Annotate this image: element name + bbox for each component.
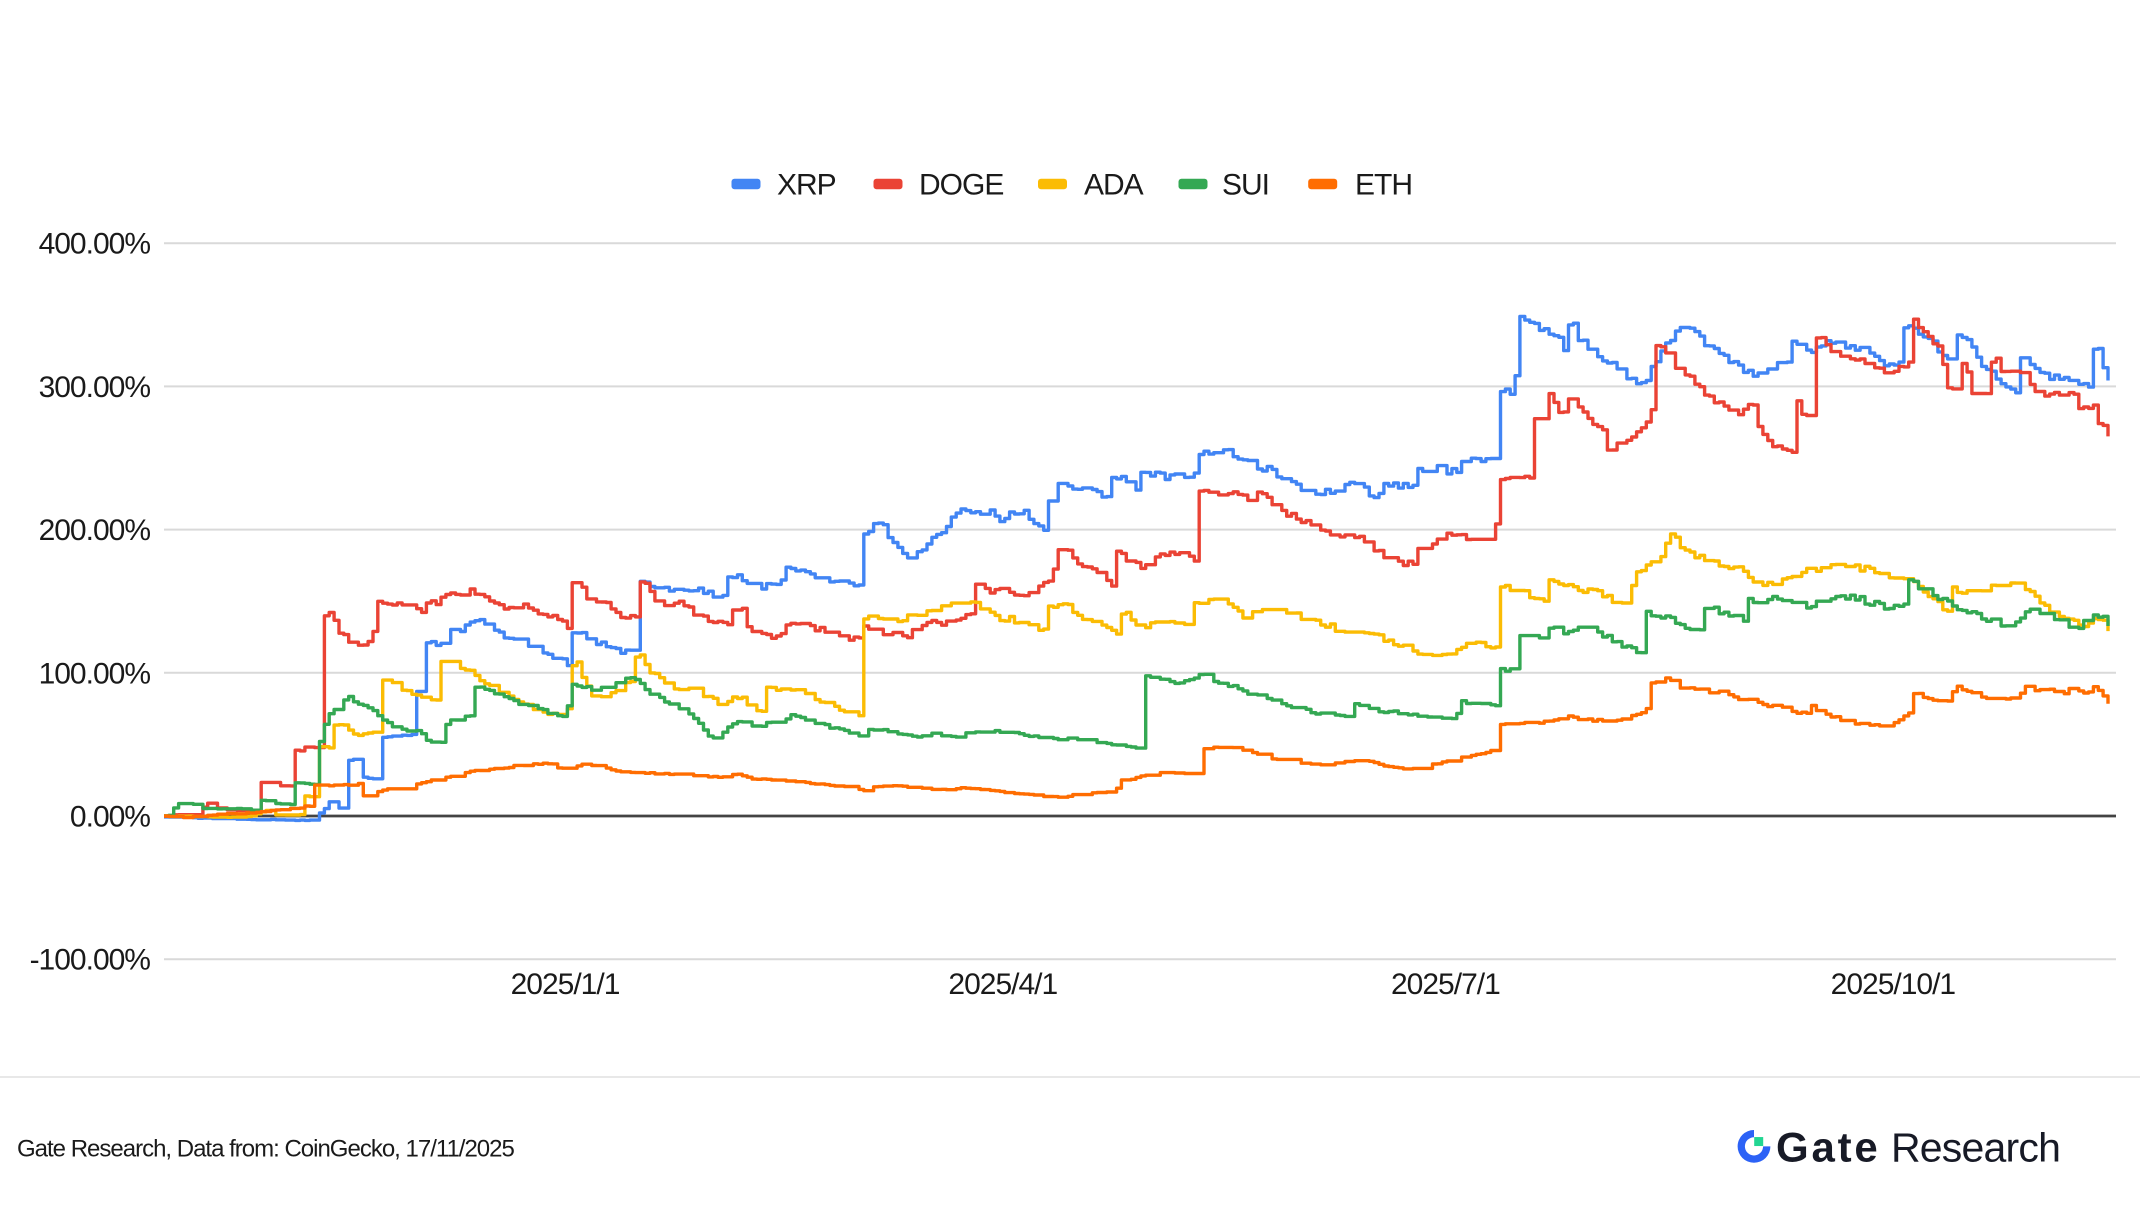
svg-text:0.00%: 0.00%	[70, 801, 150, 834]
svg-text:SUI: SUI	[1222, 169, 1269, 202]
svg-text:ETH: ETH	[1355, 169, 1412, 202]
svg-text:2025/1/1: 2025/1/1	[511, 968, 620, 1001]
svg-text:100.00%: 100.00%	[39, 657, 151, 690]
svg-text:DOGE: DOGE	[919, 169, 1003, 202]
svg-text:2025/7/1: 2025/7/1	[1391, 968, 1500, 1001]
svg-text:2025/10/1: 2025/10/1	[1831, 968, 1956, 1001]
svg-text:400.00%: 400.00%	[39, 228, 151, 261]
svg-text:Research: Research	[1891, 1124, 2060, 1170]
svg-text:Gate: Gate	[1776, 1123, 1881, 1170]
svg-text:Gate Research, Data from: Coin: Gate Research, Data from: CoinGecko, 17/…	[17, 1136, 514, 1163]
svg-text:-100.00%: -100.00%	[30, 944, 151, 977]
svg-text:200.00%: 200.00%	[39, 514, 151, 547]
svg-text:XRP: XRP	[777, 169, 836, 202]
svg-text:ADA: ADA	[1084, 169, 1144, 202]
svg-text:2025/4/1: 2025/4/1	[948, 968, 1057, 1001]
svg-text:300.00%: 300.00%	[39, 371, 151, 404]
